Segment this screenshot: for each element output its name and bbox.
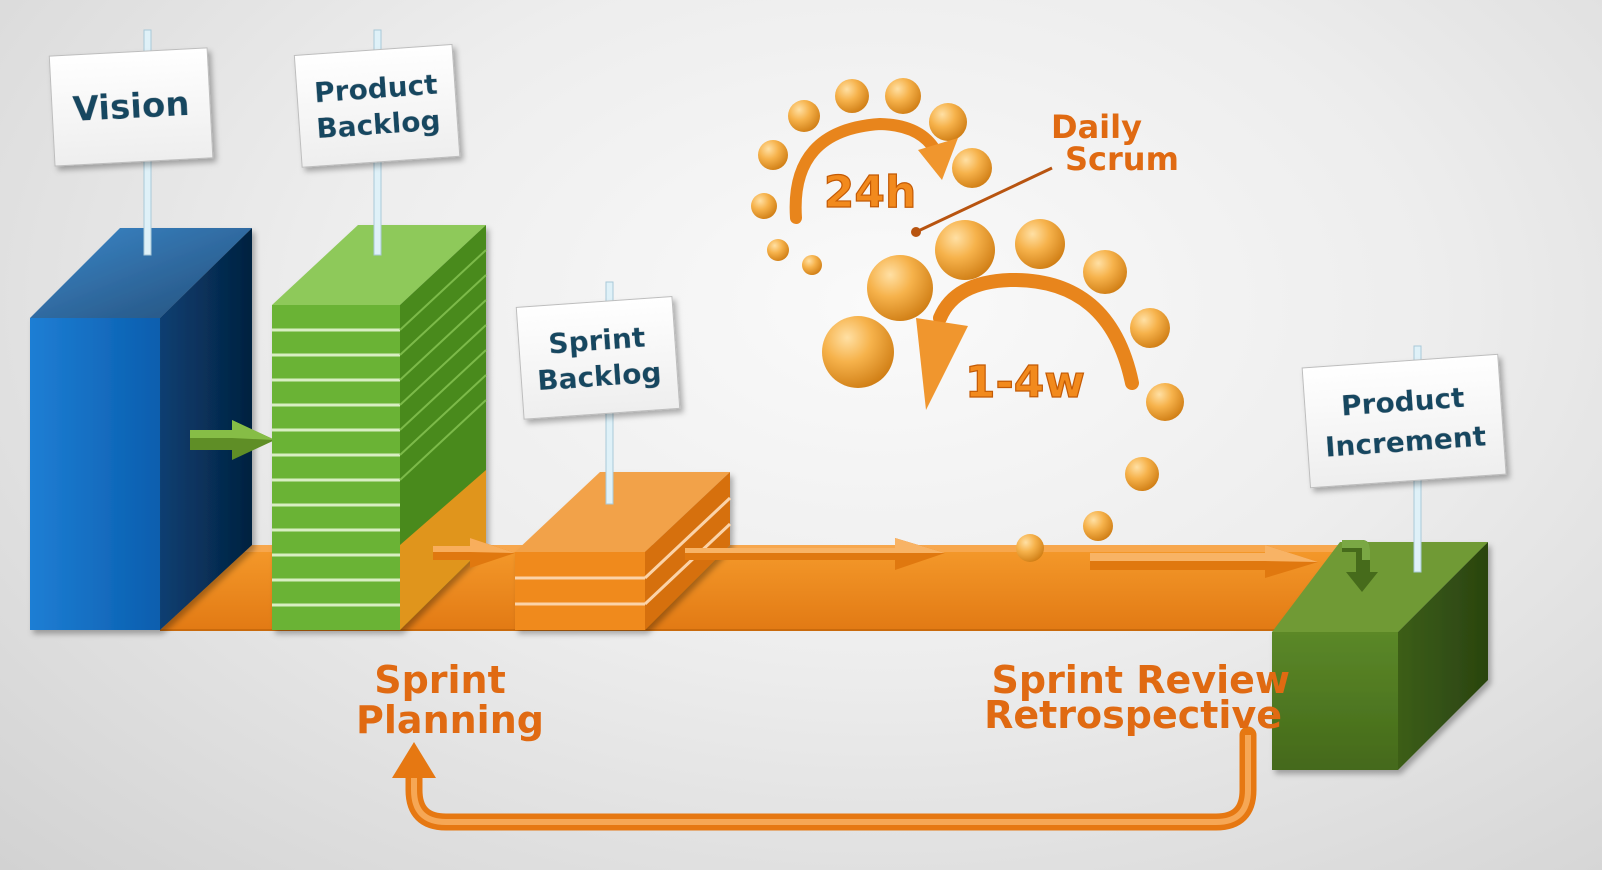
vision-sign-label: Vision <box>72 84 191 130</box>
daily-scrum-label-line2: Scrum <box>1065 140 1179 178</box>
sprint-backlog-sign: Sprint Backlog <box>515 281 681 505</box>
vision-to-backlog-arrow <box>190 420 275 460</box>
product-backlog-sign: Product Backlog <box>293 29 461 256</box>
sprint-flow-arrow-2 <box>1090 545 1318 578</box>
sprint-planning-label-line2: Planning <box>356 698 544 742</box>
sprint-review-label-line1: Sprint Review <box>992 658 1291 702</box>
daily-scrum-label-line1: Daily <box>1051 108 1142 146</box>
sprint-cycle-arrow <box>916 272 1139 410</box>
feedback-loop-arrow <box>392 726 1257 831</box>
sprint-cycle-balls <box>822 219 1184 562</box>
daily-cycle-balls <box>751 78 992 275</box>
daily-cycle-label: 24h <box>824 167 917 218</box>
daily-cycle-arrow <box>789 117 958 224</box>
sprint-review-label-line2: Retrospective <box>984 693 1282 737</box>
backlog-to-sprint-arrow <box>433 538 515 568</box>
sprint-planning-label-line1: Sprint <box>374 658 506 702</box>
daily-scrum-pointer <box>911 166 1053 237</box>
increment-down-arrow <box>1342 540 1378 592</box>
vision-sign: Vision <box>48 29 214 256</box>
product-increment-sign: Product Increment <box>1301 345 1507 573</box>
vision-block <box>30 228 252 630</box>
sprint-backlog-sign-line1: Sprint <box>547 321 646 361</box>
product-backlog-stack <box>272 225 487 630</box>
sprint-flow-arrow-1 <box>685 538 945 570</box>
sprint-cycle-label: 1-4w <box>965 357 1085 408</box>
product-increment-cube <box>1272 542 1488 770</box>
